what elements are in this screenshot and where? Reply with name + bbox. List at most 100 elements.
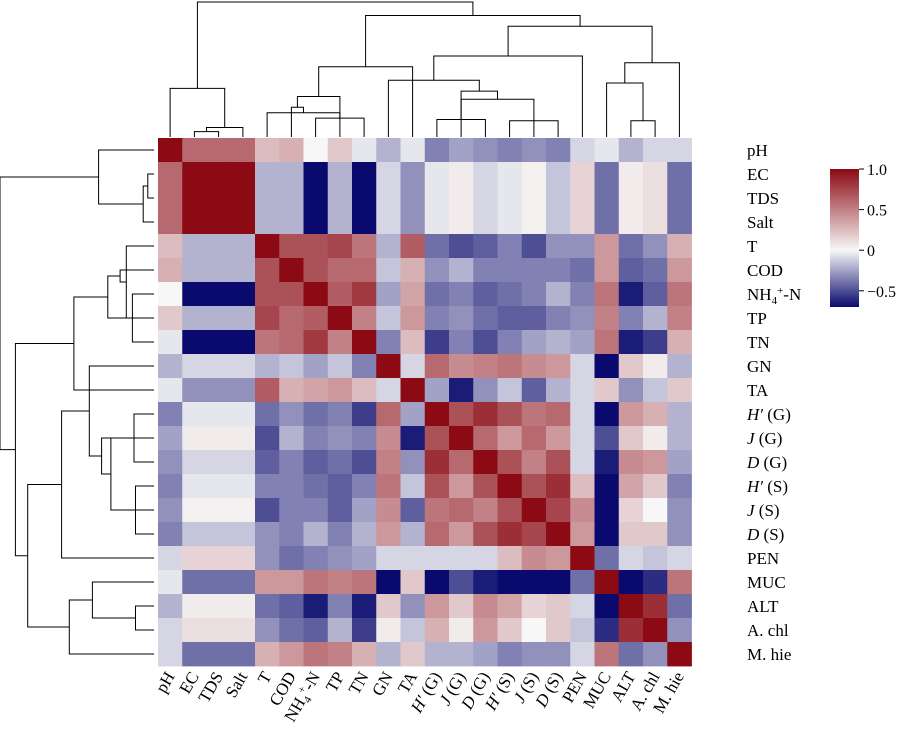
- heatmap-cell-5-20: [643, 258, 668, 283]
- heatmap-cell-6-9: [376, 282, 401, 307]
- heatmap-cell-7-0: [158, 306, 183, 331]
- heatmap-cell-0-20: [643, 138, 668, 163]
- heatmap-cell-21-13: [473, 642, 498, 667]
- heatmap-cell-21-19: [618, 642, 644, 667]
- heatmap-cell-11-20: [643, 402, 668, 427]
- heatmap-cell-19-11: [424, 594, 450, 619]
- heatmap-cell-18-9: [376, 570, 401, 595]
- heatmap-cell-9-15: [521, 354, 547, 379]
- heatmap-cell-15-19: [618, 498, 644, 523]
- heatmap-cell-21-21: [667, 642, 692, 667]
- heatmap-cell-2-13: [473, 186, 498, 211]
- heatmap-cell-1-19: [618, 162, 644, 187]
- heatmap-cell-1-6: [303, 162, 329, 187]
- top-dendrogram-branch-14: [433, 55, 583, 137]
- top-dendrogram-branch-7: [318, 66, 414, 137]
- col-label-9: GN: [368, 669, 397, 700]
- heatmap-cell-18-21: [667, 570, 692, 595]
- heatmap-cell-16-7: [327, 522, 353, 547]
- heatmap-cell-4-8: [352, 234, 377, 259]
- heatmap-cell-3-17: [570, 210, 595, 235]
- heatmap-cell-9-18: [594, 354, 620, 379]
- heatmap-cell-4-6: [303, 234, 329, 259]
- heatmap-cell-6-19: [618, 282, 644, 307]
- heatmap-cell-21-17: [570, 642, 595, 667]
- heatmap-cell-4-1: [182, 234, 207, 259]
- heatmap-cell-17-13: [473, 546, 498, 571]
- heatmap-cell-3-20: [643, 210, 668, 235]
- heatmap-cell-5-12: [449, 258, 474, 283]
- heatmap-cell-13-14: [497, 450, 523, 475]
- heatmap-cell-12-11: [424, 426, 450, 451]
- row-label-18: MUC: [747, 573, 786, 592]
- heatmap-cell-17-20: [643, 546, 668, 571]
- heatmap-cell-0-13: [473, 138, 498, 163]
- heatmap-cell-7-19: [618, 306, 644, 331]
- heatmap-cell-3-18: [594, 210, 620, 235]
- heatmap-cell-6-3: [230, 282, 256, 307]
- heatmap-cell-3-4: [255, 210, 280, 235]
- heatmap-cell-0-18: [594, 138, 620, 163]
- top-dendrogram-branch-12: [460, 90, 498, 137]
- heatmap-cell-7-7: [327, 306, 353, 331]
- heatmap-cell-5-16: [546, 258, 571, 283]
- heatmap-cell-11-8: [352, 402, 377, 427]
- heatmap-cell-4-18: [594, 234, 620, 259]
- heatmap-cell-0-16: [546, 138, 571, 163]
- heatmap-cell-13-16: [546, 450, 571, 475]
- row-label-6: NH4+-N: [747, 285, 801, 307]
- heatmap-cell-10-14: [497, 378, 523, 403]
- heatmap-cell-16-17: [570, 522, 595, 547]
- heatmap-cell-6-12: [449, 282, 474, 307]
- heatmap-cell-18-17: [570, 570, 595, 595]
- top-dendrogram-branch-18: [507, 25, 653, 63]
- heatmap-cell-9-21: [667, 354, 692, 379]
- top-dendrogram-branch-3: [266, 112, 341, 137]
- heatmap-cell-13-0: [158, 450, 183, 475]
- heatmap-cell-13-12: [449, 450, 474, 475]
- heatmap-cell-2-16: [546, 186, 571, 211]
- heatmap-cell-7-10: [400, 306, 426, 331]
- heatmap-cell-14-20: [643, 474, 668, 499]
- heatmap-cell-10-5: [279, 378, 304, 403]
- heatmap-cell-7-21: [667, 306, 692, 331]
- heatmap-cell-19-14: [497, 594, 523, 619]
- heatmap-cell-6-21: [667, 282, 692, 307]
- heatmap-cell-6-14: [497, 282, 523, 307]
- heatmap-cell-16-13: [473, 522, 498, 547]
- heatmap-cell-18-5: [279, 570, 304, 595]
- row-label-2: TDS: [747, 189, 779, 208]
- heatmap-cell-3-1: [182, 210, 207, 235]
- heatmap-cell-8-19: [618, 330, 644, 355]
- heatmap-cell-5-15: [521, 258, 547, 283]
- top-dendrogram-branch-15: [630, 120, 656, 137]
- heatmap-cell-7-11: [424, 306, 450, 331]
- heatmap-cell-19-0: [158, 594, 183, 619]
- heatmap-cell-20-10: [400, 618, 426, 643]
- heatmap-cell-7-9: [376, 306, 401, 331]
- heatmap-cell-15-5: [279, 498, 304, 523]
- heatmap-cell-17-16: [546, 546, 571, 571]
- heatmap-cell-20-19: [618, 618, 644, 643]
- heatmap-cell-20-12: [449, 618, 474, 643]
- heatmap-cell-16-14: [497, 522, 523, 547]
- heatmap-cell-14-9: [376, 474, 401, 499]
- heatmap-cell-17-4: [255, 546, 280, 571]
- heatmap-cell-0-21: [667, 138, 692, 163]
- heatmap-cell-15-4: [255, 498, 280, 523]
- heatmap-cell-8-1: [182, 330, 207, 355]
- heatmap-cell-9-3: [230, 354, 256, 379]
- left-dendrogram-branch-14: [61, 410, 154, 559]
- heatmap-cell-11-12: [449, 402, 474, 427]
- heatmap-cell-21-12: [449, 642, 474, 667]
- heatmap-cell-6-11: [424, 282, 450, 307]
- heatmap-cell-2-15: [521, 186, 547, 211]
- heatmap-cell-8-17: [570, 330, 595, 355]
- heatmap-cell-18-11: [424, 570, 450, 595]
- heatmap-cell-5-7: [327, 258, 353, 283]
- heatmap-cell-5-21: [667, 258, 692, 283]
- heatmap-cell-16-6: [303, 522, 329, 547]
- heatmap-cell-20-4: [255, 618, 280, 643]
- heatmap-cell-12-10: [400, 426, 426, 451]
